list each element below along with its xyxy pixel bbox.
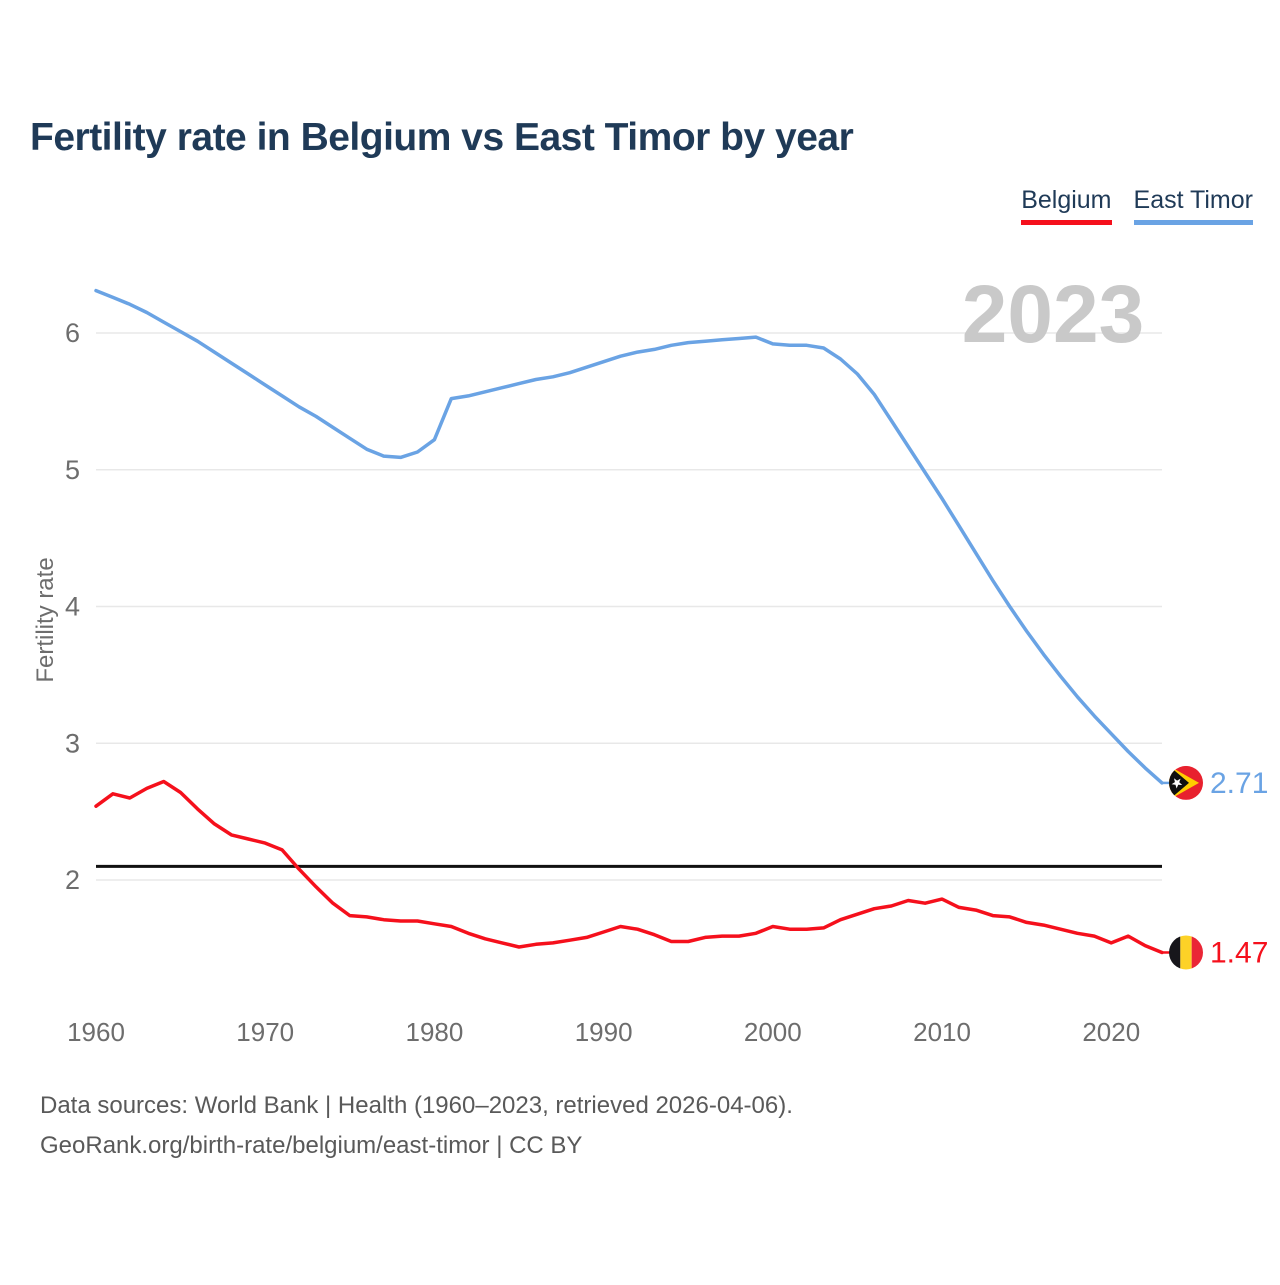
y-axis-title: Fertility rate	[32, 557, 59, 683]
belgium-flag-icon	[1169, 935, 1203, 970]
east-timor-line	[94, 288, 1164, 785]
east-timor-end-value: 2.71	[1210, 767, 1268, 800]
watermark-year: 2023	[962, 269, 1144, 360]
legend-item-east-timor[interactable]: East Timor	[1133, 186, 1253, 225]
footer-sources-line: Data sources: World Bank | Health (1960–…	[40, 1092, 793, 1119]
y-tick-label: 6	[65, 318, 80, 348]
x-tick-label: 1960	[67, 1017, 125, 1047]
x-tick-label: 1970	[236, 1017, 294, 1047]
y-tick-label: 3	[65, 728, 80, 758]
x-tick-label: 2010	[913, 1017, 971, 1047]
page-title: Fertility rate in Belgium vs East Timor …	[30, 116, 854, 159]
footer-link-line[interactable]: GeoRank.org/birth-rate/belgium/east-timo…	[40, 1132, 583, 1159]
y-tick-label: 5	[65, 455, 80, 485]
belgium-line	[94, 779, 1164, 955]
x-tick-label: 1990	[575, 1017, 633, 1047]
footer: Data sources: World Bank | Health (1960–…	[40, 1086, 793, 1166]
legend-item-belgium[interactable]: Belgium	[1021, 186, 1112, 225]
east-timor-flag-icon	[1169, 765, 1203, 800]
x-tick-label: 2000	[744, 1017, 802, 1047]
x-tick-label: 2020	[1082, 1017, 1140, 1047]
y-tick-label: 2	[65, 865, 80, 895]
legend: Belgium East Timor	[1021, 186, 1253, 225]
x-tick-label: 1980	[405, 1017, 463, 1047]
belgium-end-value: 1.47	[1210, 936, 1268, 969]
y-tick-label: 4	[65, 592, 80, 622]
